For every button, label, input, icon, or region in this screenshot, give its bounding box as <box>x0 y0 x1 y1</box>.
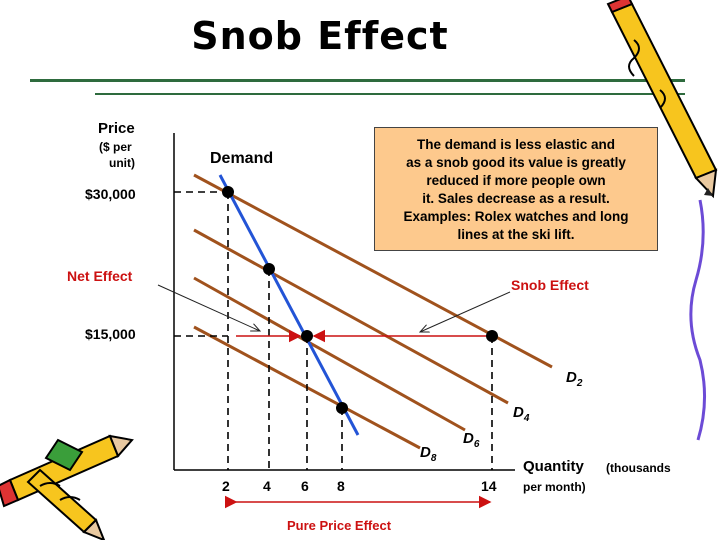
callout-line-5: Examples: Rolex watches and long <box>403 209 629 224</box>
demand-label: Demand <box>210 150 274 167</box>
y-axis-label: Price <box>98 120 135 137</box>
y-tick-30000: $30,000 <box>85 186 136 202</box>
x-axis-unit-2: per month) <box>523 480 586 494</box>
point-15000-14 <box>486 330 498 342</box>
slide-title: Snob Effect <box>191 14 449 58</box>
callout-line-4: it. Sales decrease as a result. <box>422 191 610 206</box>
pencil-icon-bottom-left <box>0 434 134 540</box>
x-tick-2: 2 <box>222 478 230 494</box>
y-tick-15000: $15,000 <box>85 326 136 342</box>
pencil-icon-right <box>606 0 718 441</box>
point-d4 <box>263 263 275 275</box>
net-effect-label: Net Effect <box>67 268 133 284</box>
x-tick-6: 6 <box>301 478 309 494</box>
y-axis-sublabel-1: ($ per <box>99 140 132 154</box>
callout-line-2: as a snob good its value is greatly <box>406 155 626 170</box>
x-tick-14: 14 <box>481 478 497 494</box>
x-axis-unit-1: (thousands <box>606 461 671 475</box>
point-15000-6 <box>301 330 313 342</box>
net-effect-pointer <box>157 284 260 331</box>
callout-line-1: The demand is less elastic and <box>416 137 616 152</box>
x-axis-label: Quantity <box>523 458 584 475</box>
title-rule-top <box>30 79 685 82</box>
curve-label-d8: D8 <box>420 444 437 464</box>
pure-price-effect-label: Pure Price Effect <box>287 518 392 533</box>
curve-label-d2: D2 <box>566 369 583 389</box>
snob-effect-label: Snob Effect <box>511 277 589 293</box>
point-30000-2 <box>222 186 234 198</box>
demand-line <box>218 174 360 436</box>
curve-label-d6: D6 <box>463 430 480 450</box>
snob-effect-pointer <box>420 291 511 332</box>
curve-d6 <box>193 276 466 432</box>
x-tick-8: 8 <box>337 478 345 494</box>
point-d8 <box>336 402 348 414</box>
y-axis-sublabel-2: unit) <box>109 156 135 170</box>
title-rule-bottom <box>95 93 685 95</box>
curve-label-d4: D4 <box>513 404 530 424</box>
x-tick-4: 4 <box>263 478 271 494</box>
callout-line-6: lines at the ski lift. <box>457 227 575 242</box>
callout-line-3: reduced if more people own <box>426 173 606 188</box>
explanation-callout: The demand is less elastic and as a snob… <box>374 127 658 251</box>
curve-d4 <box>193 228 509 405</box>
